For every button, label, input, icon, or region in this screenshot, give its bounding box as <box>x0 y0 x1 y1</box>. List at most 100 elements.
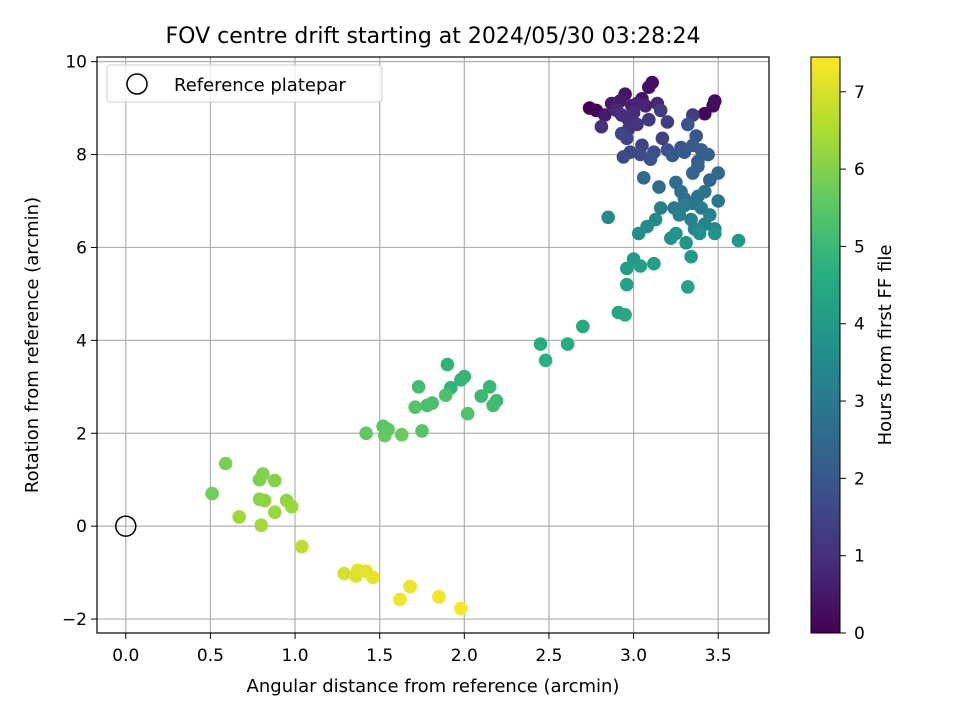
reference-marker-layer <box>115 515 137 537</box>
scatter-point <box>614 126 629 141</box>
scatter-point <box>454 601 468 616</box>
scatter-point <box>669 226 683 241</box>
scatter-point <box>256 467 270 481</box>
y-tick-label: 6 <box>76 238 87 258</box>
x-tick-label: 0.0 <box>112 646 139 666</box>
scatter-point <box>359 426 373 441</box>
scatter-point <box>205 486 219 501</box>
x-tick-label: 2.5 <box>535 646 562 666</box>
x-axis-ticks: 0.0 0.5 1.0 1.5 2.0 2.5 3.0 3.5 <box>112 633 732 666</box>
scatter-point <box>653 201 668 215</box>
x-tick-label: 1.0 <box>282 646 309 666</box>
scatter-points <box>205 75 746 616</box>
scatter-point <box>697 184 712 199</box>
scatter-point <box>366 570 380 585</box>
scatter-point <box>681 117 695 132</box>
scatter-point <box>653 103 668 118</box>
scatter-point <box>411 380 426 394</box>
colorbar-tick-label: 0 <box>854 624 865 644</box>
colorbar-tick-label: 3 <box>854 392 865 412</box>
scatter-point <box>394 427 409 442</box>
scatter-point <box>460 406 475 421</box>
scatter-point <box>576 319 590 334</box>
scatter-point <box>672 208 687 222</box>
scatter-point <box>378 428 392 443</box>
scatter-point <box>420 398 434 413</box>
chart-title: FOV centre drift starting at 2024/05/30 … <box>166 24 701 49</box>
legend-label-reference: Reference platepar <box>174 75 346 96</box>
x-axis-label: Angular distance from reference (arcmin) <box>247 676 620 697</box>
y-tick-label: −2 <box>62 610 87 630</box>
scatter-point <box>438 388 453 403</box>
y-tick-label: 10 <box>65 53 87 73</box>
scatter-point <box>633 259 648 273</box>
scatter-point <box>647 256 661 271</box>
y-tick-label: 4 <box>76 331 87 351</box>
scatter-point <box>636 171 651 185</box>
legend: Reference platepar <box>106 64 383 103</box>
scatter-point <box>601 210 615 225</box>
scatter-point <box>533 337 548 351</box>
scatter-point <box>560 337 575 351</box>
scatter-point <box>679 236 693 250</box>
scatter-point <box>337 566 351 581</box>
reference-point-marker <box>115 515 137 537</box>
scatter-point <box>457 369 472 384</box>
colorbar-tick-label: 2 <box>854 469 865 489</box>
colorbar-tick-label: 5 <box>854 237 865 257</box>
scatter-point <box>415 424 429 438</box>
colorbar-tick-label: 1 <box>854 547 865 567</box>
scatter-point <box>474 389 489 403</box>
scatter-point <box>731 233 746 248</box>
scatter-point <box>538 353 553 368</box>
y-axis-label: Rotation from reference (arcmin) <box>22 197 43 493</box>
scatter-point <box>620 261 634 276</box>
legend-marker-reference <box>126 73 148 95</box>
scatter-point <box>616 150 631 164</box>
y-tick-label: 8 <box>76 146 87 166</box>
scatter-point <box>665 148 680 163</box>
scatter-point <box>711 166 725 180</box>
scatter-point <box>232 510 246 524</box>
colorbar-tick-label: 6 <box>854 160 865 180</box>
scatter-point <box>295 539 309 554</box>
scatter-point <box>642 112 656 127</box>
scatter-point <box>432 590 446 604</box>
scatter-point <box>267 473 282 488</box>
colorbar-tick-label: 7 <box>854 83 865 103</box>
plot-area-frame <box>96 56 770 634</box>
legend-box <box>106 64 383 103</box>
scatter-point <box>652 180 666 194</box>
scatter-point <box>642 80 656 94</box>
y-tick-label: 2 <box>76 424 87 444</box>
scatter-point <box>440 357 455 372</box>
x-tick-label: 2.0 <box>451 646 478 666</box>
scatter-point <box>633 147 648 162</box>
scatter-point <box>686 166 700 180</box>
scatter-point <box>643 152 658 166</box>
scatter-point <box>655 131 670 146</box>
scatter-point <box>711 194 725 208</box>
scatter-point <box>267 505 282 519</box>
scatter-point <box>284 499 299 514</box>
scatter-point <box>393 592 407 607</box>
scatter-point <box>692 226 707 241</box>
colorbar-tick-label: 4 <box>854 315 865 335</box>
colorbar: 0 1 2 3 4 5 6 7 Hours from first FF file <box>810 56 896 644</box>
scatter-point <box>403 579 417 594</box>
scatter-point <box>660 115 675 129</box>
colorbar-label: Hours from first FF file <box>875 245 896 446</box>
scatter-point <box>486 398 500 413</box>
scatter-point <box>620 277 634 292</box>
colorbar-frame <box>810 56 841 634</box>
x-tick-label: 3.0 <box>620 646 647 666</box>
scatter-point <box>598 108 612 122</box>
scatter-point <box>408 400 423 415</box>
scatter-point <box>708 94 722 108</box>
scatter-point <box>218 456 233 471</box>
colorbar-ticks: 0 1 2 3 4 5 6 7 <box>840 83 865 644</box>
x-tick-label: 3.5 <box>705 646 732 666</box>
scatter-point <box>254 518 268 532</box>
